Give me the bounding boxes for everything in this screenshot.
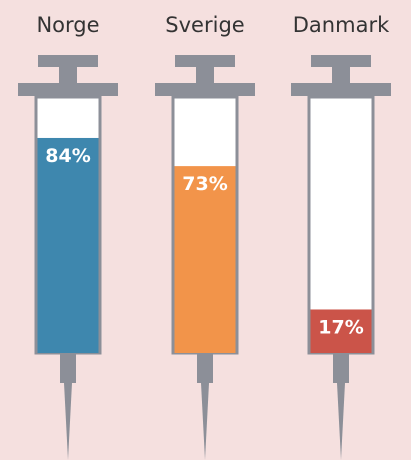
bar: [38, 138, 99, 353]
category-label: Sverige: [165, 13, 244, 37]
needle: [337, 383, 345, 460]
needle: [201, 383, 209, 460]
category-label: Danmark: [293, 13, 390, 37]
plunger-stem: [59, 67, 77, 83]
plunger-stem: [332, 67, 350, 83]
barrel-flange: [18, 83, 118, 96]
value-label: 84%: [45, 145, 90, 167]
barrel-flange: [291, 83, 391, 96]
chart: Norge 84% Sverige 73% Danmark 17%: [0, 0, 411, 460]
plunger-top: [311, 55, 371, 67]
needle: [64, 383, 72, 460]
needle-hub: [60, 353, 76, 383]
barrel-flange: [155, 83, 255, 96]
needle-hub: [197, 353, 213, 383]
plunger-top: [38, 55, 98, 67]
value-label: 73%: [182, 173, 227, 195]
category-label: Norge: [36, 13, 99, 37]
plunger-top: [175, 55, 235, 67]
needle-hub: [333, 353, 349, 383]
page: {"chart_data": {"type": "bar", "categori…: [0, 0, 411, 460]
value-label: 17%: [318, 316, 363, 338]
plunger-stem: [196, 67, 214, 83]
